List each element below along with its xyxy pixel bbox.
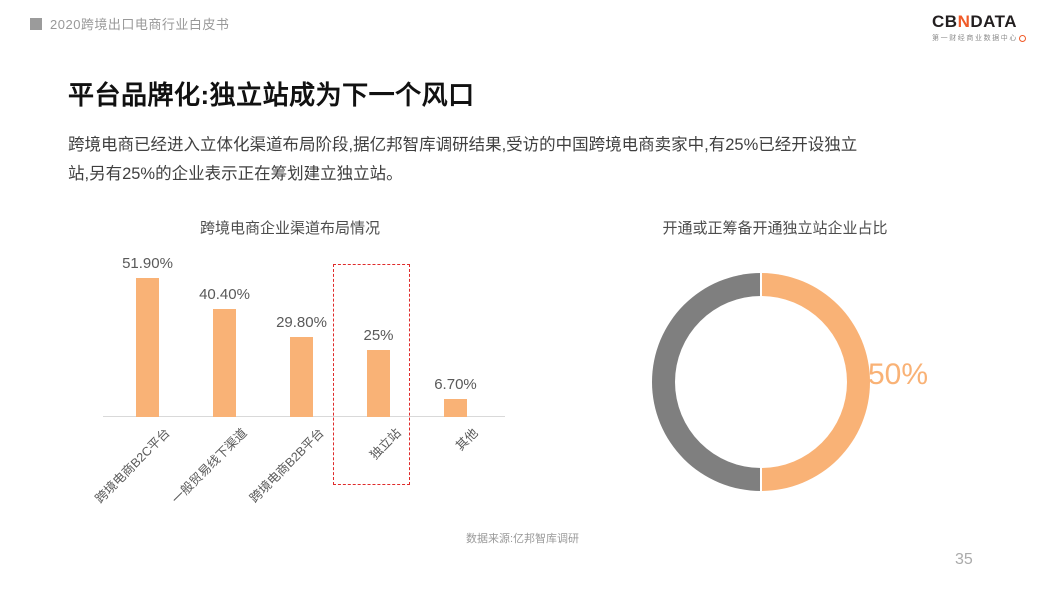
header: 2020跨境出口电商行业白皮书 [30,14,229,33]
bar-value-label: 29.80% [276,314,327,331]
bar-chart-title: 跨境电商企业渠道布局情况 [199,220,380,237]
bar-value-label: 51.90% [122,255,173,272]
bar-独立站 [367,350,390,417]
logo-subtitle: 第一财经商业数据中心 [932,33,1028,43]
header-square-icon [30,17,42,30]
donut-chart: 开通或正筹备开通独立站企业占比 50% [600,212,960,522]
bar-value-label: 40.40% [199,286,250,303]
bar-跨境电商B2B平台 [290,337,313,417]
donut-hole [675,296,847,468]
body-paragraph: 跨境电商已经进入立体化渠道布局阶段,据亿邦智库调研结果,受访的中国跨境电商卖家中… [68,131,1018,189]
body-line-2: 站,另有25%的企业表示正在筹划建立独立站。 [68,165,403,183]
page-title: 平台品牌化:独立站成为下一个风口 [68,80,475,110]
donut-chart-title: 开通或正筹备开通独立站企业占比 [662,220,888,237]
bar-跨境电商B2C平台 [136,278,159,417]
bar-一般贸易线下渠道 [213,309,236,417]
logo-cb: CB [932,12,958,31]
bar-其他 [444,399,467,417]
bar-chart-plot: 51.90% 跨境电商B2C平台 40.40% 一般贸易线下渠道 29.80% 跨境电商B… [92,212,510,506]
body-line-1: 跨境电商已经进入立体化渠道布局阶段,据亿邦智库调研结果,受访的中国跨境电商卖家中… [68,136,858,154]
donut-value-label: 50% [868,358,929,391]
bar-value-label: 6.70% [434,376,477,393]
logo-data: DATA [970,12,1018,31]
logo-dot-icon [1019,34,1026,42]
highlight-dashed-box [333,264,410,485]
logo-n: N [957,12,971,31]
data-source: 数据来源:亿邦智库调研 [465,533,580,545]
donut-ring [652,273,870,491]
cbndata-logo: CBNDATA 第一财经商业数据中心 [932,13,1028,43]
page-number: 35 [955,551,973,568]
bar-value-label: 25% [363,327,394,344]
bar-chart: 跨境电商企业渠道布局情况 51.90% 跨境电商B2C平台 40.40% 一般贸易线下… [92,212,510,522]
logo-wordmark: CBNDATA [932,13,1028,31]
document-title: 2020跨境出口电商行业白皮书 [50,17,230,32]
